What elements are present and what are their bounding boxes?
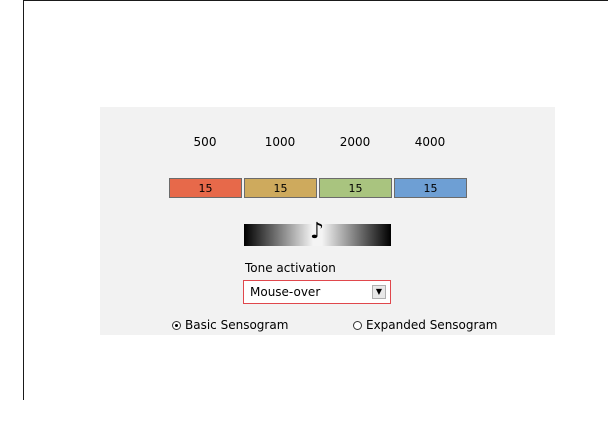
frequency-label-500: 500 <box>193 135 217 149</box>
window-top-border <box>23 0 608 1</box>
dropdown-arrow-icon[interactable]: ▼ <box>372 285 386 299</box>
tone-activation-select[interactable]: Mouse-over ▼ <box>243 280 391 304</box>
basic-sensogram-radio[interactable]: Basic Sensogram <box>172 318 288 332</box>
frequency-label-1000: 1000 <box>264 135 296 149</box>
band-1000[interactable]: 15 <box>244 178 317 198</box>
radio-button-icon[interactable] <box>353 320 362 330</box>
band-500[interactable]: 15 <box>169 178 242 198</box>
band-4000[interactable]: 15 <box>394 178 467 198</box>
basic-sensogram-label: Basic Sensogram <box>185 318 289 332</box>
tone-activation-value: Mouse-over <box>250 285 321 299</box>
radio-button-icon[interactable] <box>172 320 181 330</box>
music-note-icon: ♪ <box>310 219 325 244</box>
frequency-label-4000: 4000 <box>414 135 446 149</box>
frequency-label-2000: 2000 <box>339 135 371 149</box>
tone-activation-label: Tone activation <box>245 261 336 275</box>
expanded-sensogram-label: Expanded Sensogram <box>366 318 498 332</box>
window-left-border <box>23 0 24 400</box>
expanded-sensogram-radio[interactable]: Expanded Sensogram <box>353 318 497 332</box>
tone-gradient-bar[interactable]: ♪ <box>244 219 391 246</box>
band-2000[interactable]: 15 <box>319 178 392 198</box>
